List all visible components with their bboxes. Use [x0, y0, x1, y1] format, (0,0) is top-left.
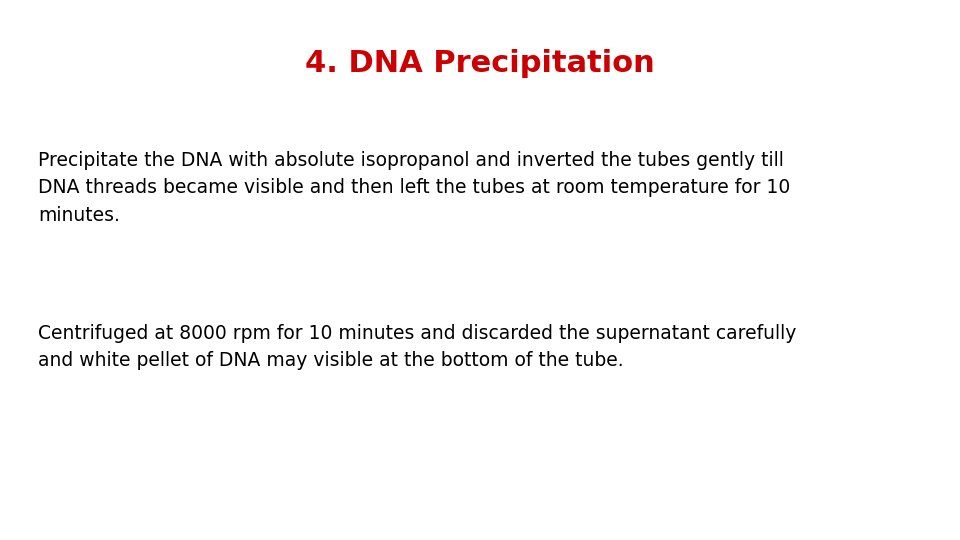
- Text: Centrifuged at 8000 rpm for 10 minutes and discarded the supernatant carefully
a: Centrifuged at 8000 rpm for 10 minutes a…: [38, 324, 797, 370]
- Text: Precipitate the DNA with absolute isopropanol and inverted the tubes gently till: Precipitate the DNA with absolute isopro…: [38, 151, 791, 225]
- Text: 4. DNA Precipitation: 4. DNA Precipitation: [305, 49, 655, 78]
